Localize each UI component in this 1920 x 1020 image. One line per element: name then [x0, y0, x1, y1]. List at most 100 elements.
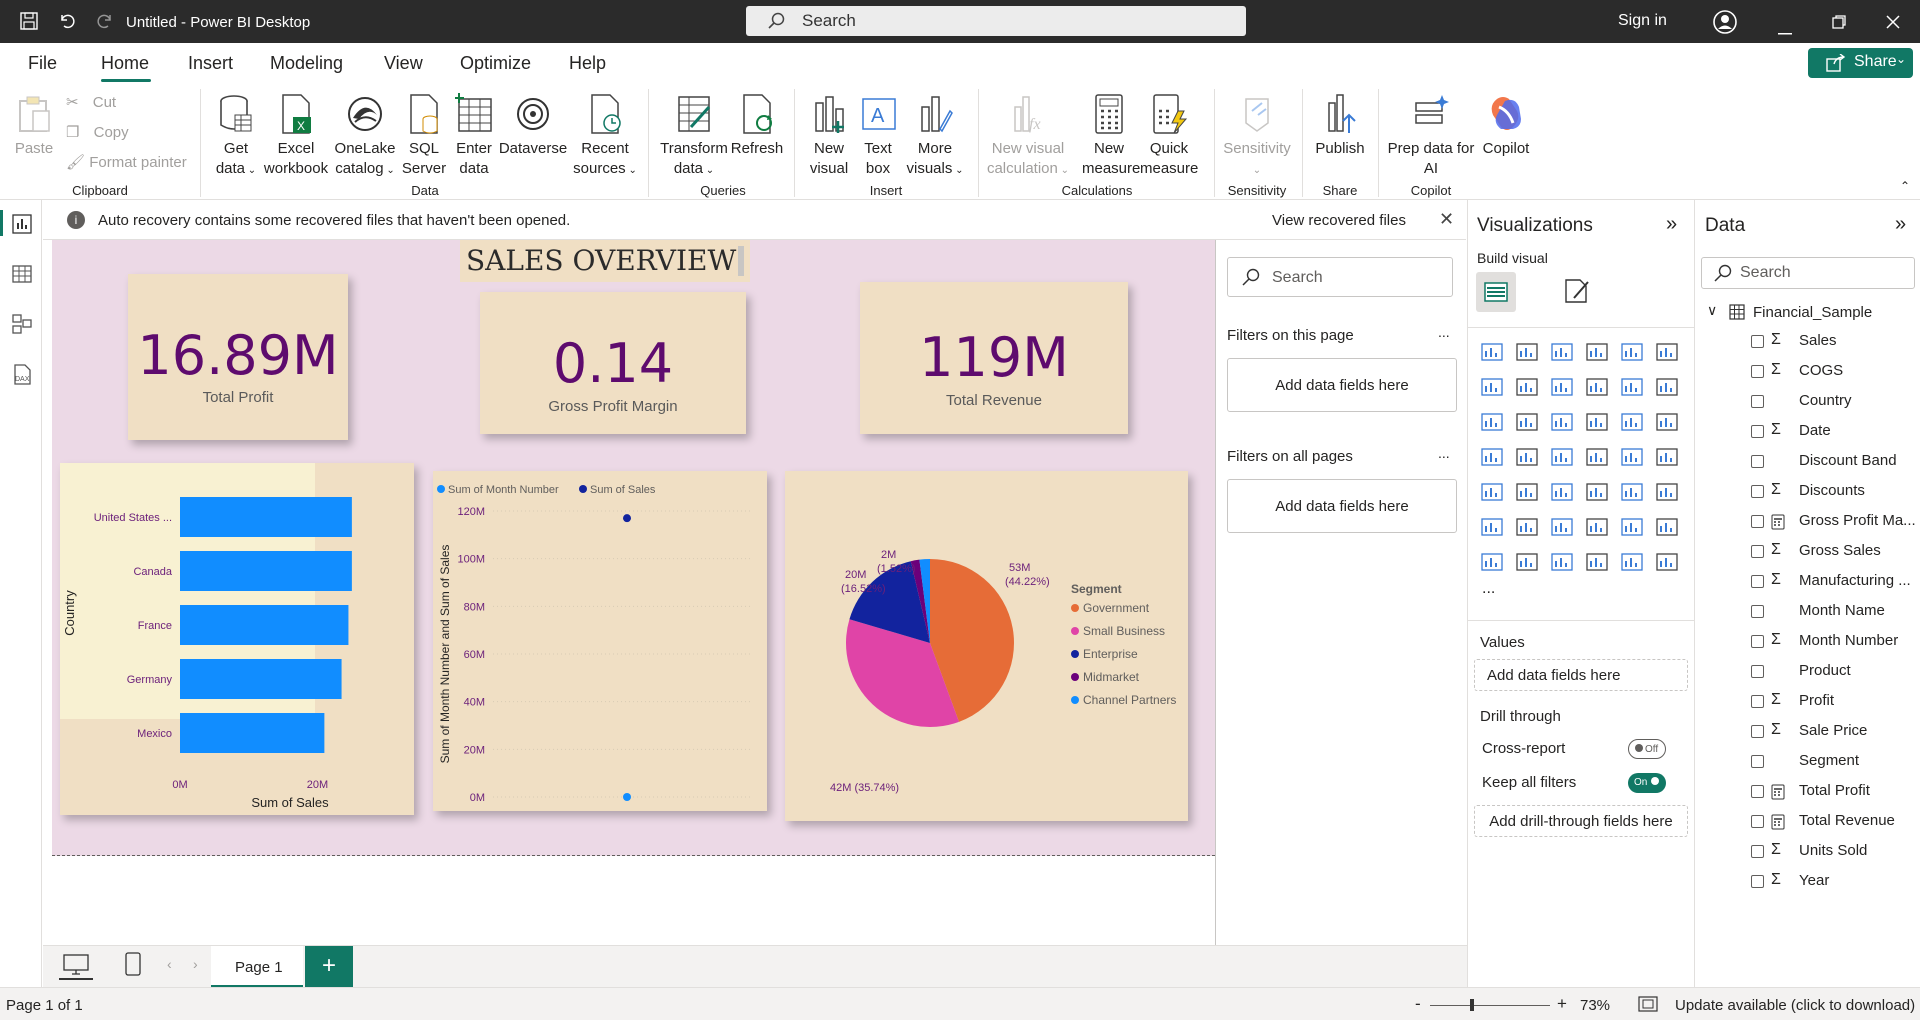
r-visual-icon[interactable]: [1655, 480, 1679, 504]
report-view-icon[interactable]: [12, 214, 32, 234]
expand-pane-icon[interactable]: »: [1895, 213, 1907, 235]
dax-query-view-icon[interactable]: DAX: [12, 364, 32, 385]
page-tab-1[interactable]: Page 1: [211, 946, 303, 988]
cross-report-toggle[interactable]: Off: [1628, 739, 1666, 759]
save-icon[interactable]: [20, 12, 38, 33]
mobile-layout-icon[interactable]: [125, 952, 141, 979]
field-checkbox[interactable]: [1751, 785, 1764, 798]
more-visuals-button[interactable]: More visuals ⌄: [904, 93, 966, 181]
field-checkbox[interactable]: [1751, 605, 1764, 618]
sensitivity-button[interactable]: Sensitivity ⌄: [1222, 93, 1292, 181]
total-revenue-card[interactable]: 119M Total Revenue: [860, 282, 1128, 434]
pie-icon[interactable]: [1620, 410, 1644, 434]
matrix-icon[interactable]: [1620, 480, 1644, 504]
field-item[interactable]: Discount Band: [1695, 450, 1920, 476]
donut-icon[interactable]: [1655, 410, 1679, 434]
field-checkbox[interactable]: [1751, 545, 1764, 558]
field-item[interactable]: Σ Date: [1695, 420, 1920, 446]
excel-workbook-button[interactable]: X Excel workbook: [262, 93, 330, 179]
key-influencers-icon[interactable]: [1515, 515, 1539, 539]
field-item[interactable]: Σ Manufacturing ...: [1695, 570, 1920, 596]
format-painter-button[interactable]: 🖌 Format painter: [66, 153, 187, 171]
ribbon-chart-icon[interactable]: [1480, 410, 1504, 434]
more-options-icon[interactable]: ...: [1438, 445, 1450, 461]
field-item[interactable]: Segment: [1695, 750, 1920, 776]
field-item[interactable]: Total Revenue: [1695, 810, 1920, 836]
stacked-area-icon[interactable]: [1550, 375, 1574, 399]
stacked-column-icon[interactable]: [1515, 340, 1539, 364]
diamond-icon[interactable]: [1620, 550, 1644, 574]
clustered-bar-icon[interactable]: [1550, 340, 1574, 364]
menu-help[interactable]: Help: [569, 53, 607, 73]
field-checkbox[interactable]: [1751, 635, 1764, 648]
get-data-button[interactable]: Get data ⌄: [208, 93, 264, 181]
menu-home[interactable]: Home: [101, 53, 150, 73]
field-item[interactable]: Σ Sale Price: [1695, 720, 1920, 746]
more-options-icon[interactable]: ...: [1438, 324, 1450, 340]
menu-view[interactable]: View: [384, 53, 423, 73]
map-icon[interactable]: [1515, 445, 1539, 469]
field-item[interactable]: Product: [1695, 660, 1920, 686]
add-page-button[interactable]: +: [305, 946, 353, 988]
dataverse-button[interactable]: Dataverse: [498, 93, 568, 159]
new-measure-button[interactable]: New measure: [1082, 93, 1140, 179]
power-automate-icon[interactable]: [1550, 550, 1574, 574]
custom-visual-icon[interactable]: [1585, 550, 1609, 574]
gauge-icon[interactable]: [1620, 445, 1644, 469]
field-checkbox[interactable]: [1751, 755, 1764, 768]
keep-filters-toggle[interactable]: On: [1628, 773, 1666, 793]
python-visual-icon[interactable]: [1480, 515, 1504, 539]
share-button[interactable]: Share ⌄: [1808, 48, 1913, 78]
field-checkbox[interactable]: [1751, 695, 1764, 708]
field-item[interactable]: Total Profit: [1695, 780, 1920, 806]
menu-optimize[interactable]: Optimize: [460, 53, 532, 73]
new-visual-button[interactable]: New visual: [804, 93, 854, 179]
line-clustered-icon[interactable]: [1655, 375, 1679, 399]
drill-through-drop-zone[interactable]: Add drill-through fields here: [1474, 805, 1688, 837]
paste-button[interactable]: Paste: [14, 93, 54, 159]
table-node[interactable]: ∨ Financial_Sample: [1695, 300, 1920, 326]
quick-measure-button[interactable]: Quick measure: [1140, 93, 1198, 179]
close-window-icon[interactable]: [1886, 14, 1900, 32]
field-item[interactable]: Σ Units Sold: [1695, 840, 1920, 866]
field-checkbox[interactable]: [1751, 425, 1764, 438]
card-icon[interactable]: [1655, 445, 1679, 469]
prev-page-icon[interactable]: ‹: [167, 956, 172, 972]
clustered-column-icon[interactable]: [1585, 340, 1609, 364]
field-checkbox[interactable]: [1751, 335, 1764, 348]
fit-to-page-icon[interactable]: [1638, 996, 1658, 1016]
more-visuals-icon[interactable]: ...: [1482, 580, 1496, 597]
recent-sources-button[interactable]: Recent sources ⌄: [570, 93, 640, 181]
menu-file[interactable]: File: [28, 53, 58, 73]
zoom-slider-thumb[interactable]: [1470, 999, 1474, 1011]
minimize-icon[interactable]: [1778, 20, 1792, 38]
sign-in-link[interactable]: Sign in: [1618, 12, 1667, 29]
funnel-icon[interactable]: [1550, 410, 1574, 434]
sales-by-segment-chart[interactable]: 53M (44.22%) 42M (35.74%) 20M (16.52%) 2M (1.5…: [785, 471, 1188, 821]
line-chart-icon[interactable]: [1480, 375, 1504, 399]
goals-icon[interactable]: [1655, 515, 1679, 539]
scatter-icon[interactable]: [1585, 410, 1609, 434]
copilot-button[interactable]: Copilot: [1478, 93, 1534, 159]
field-checkbox[interactable]: [1751, 395, 1764, 408]
field-checkbox[interactable]: [1751, 815, 1764, 828]
field-item[interactable]: Σ Gross Sales: [1695, 540, 1920, 566]
next-page-icon[interactable]: ›: [193, 956, 198, 972]
close-icon[interactable]: ✕: [1439, 209, 1455, 229]
title-search-box[interactable]: Search: [746, 6, 1246, 36]
desktop-layout-icon[interactable]: [59, 954, 93, 980]
copy-button[interactable]: ❐ Copy: [66, 123, 129, 141]
onelake-catalog-button[interactable]: OneLake catalog ⌄: [332, 93, 398, 181]
model-view-icon[interactable]: [12, 314, 32, 334]
avatar-icon[interactable]: [1713, 10, 1737, 37]
table-view-icon[interactable]: [12, 264, 32, 284]
100-area-icon[interactable]: [1585, 375, 1609, 399]
field-checkbox[interactable]: [1751, 575, 1764, 588]
paginated-report-icon[interactable]: [1480, 550, 1504, 574]
zoom-in-button[interactable]: +: [1557, 994, 1567, 1013]
narrative-icon[interactable]: [1620, 515, 1644, 539]
field-item[interactable]: Σ COGS: [1695, 360, 1920, 386]
sales-by-country-chart[interactable]: United States ... Canada France Germany Mexi…: [60, 463, 414, 815]
undo-icon[interactable]: [58, 12, 76, 33]
format-visual-tab[interactable]: [1562, 276, 1592, 309]
